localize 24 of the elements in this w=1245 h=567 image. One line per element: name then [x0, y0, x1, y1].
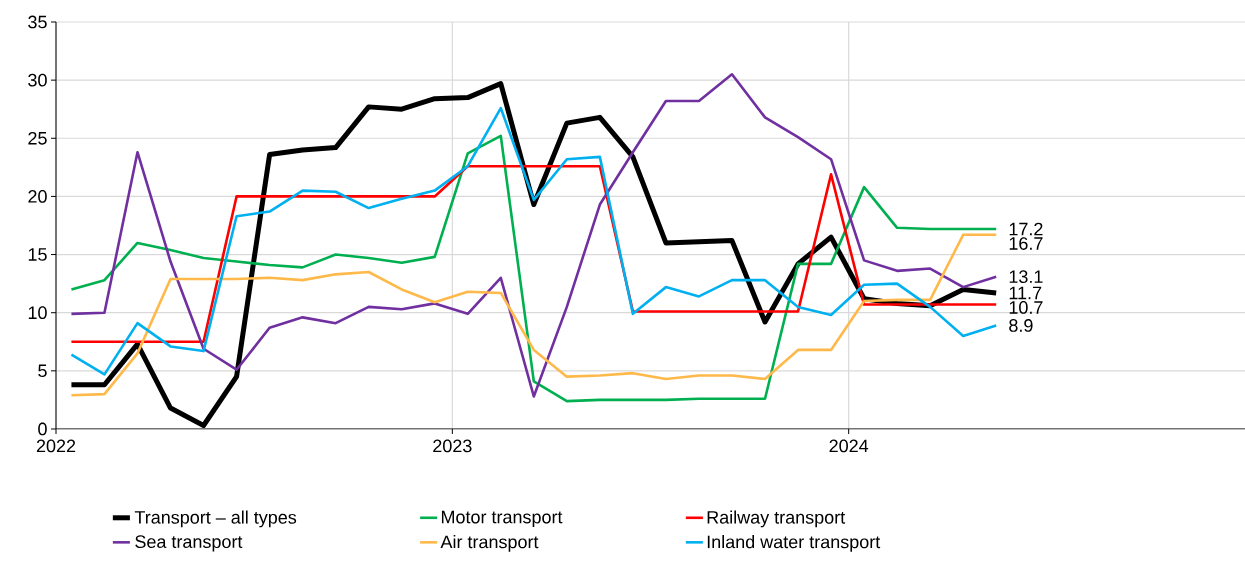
- legend-label: Transport – all types: [134, 510, 297, 528]
- y-tick-label: 10: [28, 306, 47, 320]
- data-label: 8.9: [1009, 319, 1033, 332]
- data-label: 13.1: [1009, 270, 1043, 284]
- legend-label: Air transport: [440, 535, 539, 552]
- legend-label: Motor transport: [441, 510, 563, 527]
- data-label: 10.7: [1009, 301, 1043, 314]
- data-label: 17.2: [1009, 222, 1043, 236]
- line-series: [70, 106, 998, 376]
- y-tick-label: 20: [28, 190, 47, 203]
- y-tick-label: 0: [38, 422, 47, 436]
- x-tick-label: 2023: [433, 439, 472, 453]
- legend-label: Inland water transport: [707, 535, 881, 552]
- legend-label: Sea transport: [135, 535, 243, 552]
- x-tick-label: 2024: [829, 439, 869, 453]
- x-tick-label: 2022: [36, 439, 76, 453]
- y-tick-label: 35: [28, 15, 47, 29]
- data-label: 11.7: [1009, 286, 1042, 300]
- data-label: 16.7: [1009, 237, 1043, 250]
- legend-label: Railway transport: [707, 510, 846, 528]
- y-tick-label: 25: [28, 131, 47, 145]
- y-tick-label: 5: [38, 364, 47, 378]
- y-tick-label: 15: [28, 248, 47, 261]
- y-tick-label: 30: [28, 73, 47, 87]
